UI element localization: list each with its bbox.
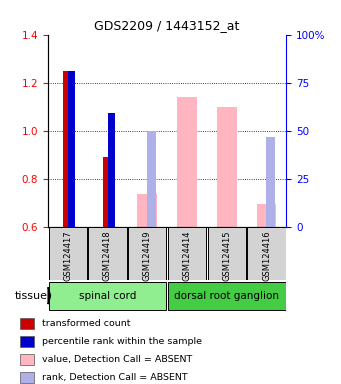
Text: transformed count: transformed count xyxy=(43,319,131,328)
Text: percentile rank within the sample: percentile rank within the sample xyxy=(43,337,203,346)
Text: value, Detection Call = ABSENT: value, Detection Call = ABSENT xyxy=(43,354,193,364)
Bar xyxy=(20,354,34,365)
Bar xyxy=(20,318,34,329)
Bar xyxy=(20,336,34,347)
Text: GSM124419: GSM124419 xyxy=(143,231,152,281)
Text: dorsal root ganglion: dorsal root ganglion xyxy=(174,291,279,301)
Bar xyxy=(137,194,157,227)
Bar xyxy=(68,71,75,227)
Bar xyxy=(63,71,72,227)
Bar xyxy=(48,227,87,280)
FancyArrow shape xyxy=(48,287,50,304)
Text: GSM124414: GSM124414 xyxy=(182,231,192,281)
Bar xyxy=(248,227,286,280)
Text: tissue: tissue xyxy=(15,291,48,301)
Bar xyxy=(147,131,155,227)
Bar xyxy=(108,113,115,227)
Bar xyxy=(177,97,197,227)
Bar xyxy=(256,204,277,227)
Bar xyxy=(208,227,246,280)
Text: GSM124415: GSM124415 xyxy=(222,231,231,281)
Bar xyxy=(48,282,166,310)
Bar xyxy=(103,157,112,227)
Text: GSM124416: GSM124416 xyxy=(262,231,271,281)
Bar xyxy=(168,282,286,310)
Text: GSM124418: GSM124418 xyxy=(103,231,112,281)
Bar xyxy=(20,372,34,382)
Bar xyxy=(88,227,127,280)
Text: GSM124417: GSM124417 xyxy=(63,231,72,281)
Bar xyxy=(266,137,275,227)
Text: rank, Detection Call = ABSENT: rank, Detection Call = ABSENT xyxy=(43,372,188,382)
Title: GDS2209 / 1443152_at: GDS2209 / 1443152_at xyxy=(94,19,240,32)
Bar xyxy=(128,227,166,280)
Bar xyxy=(168,227,206,280)
Text: spinal cord: spinal cord xyxy=(79,291,136,301)
Bar xyxy=(217,106,237,227)
